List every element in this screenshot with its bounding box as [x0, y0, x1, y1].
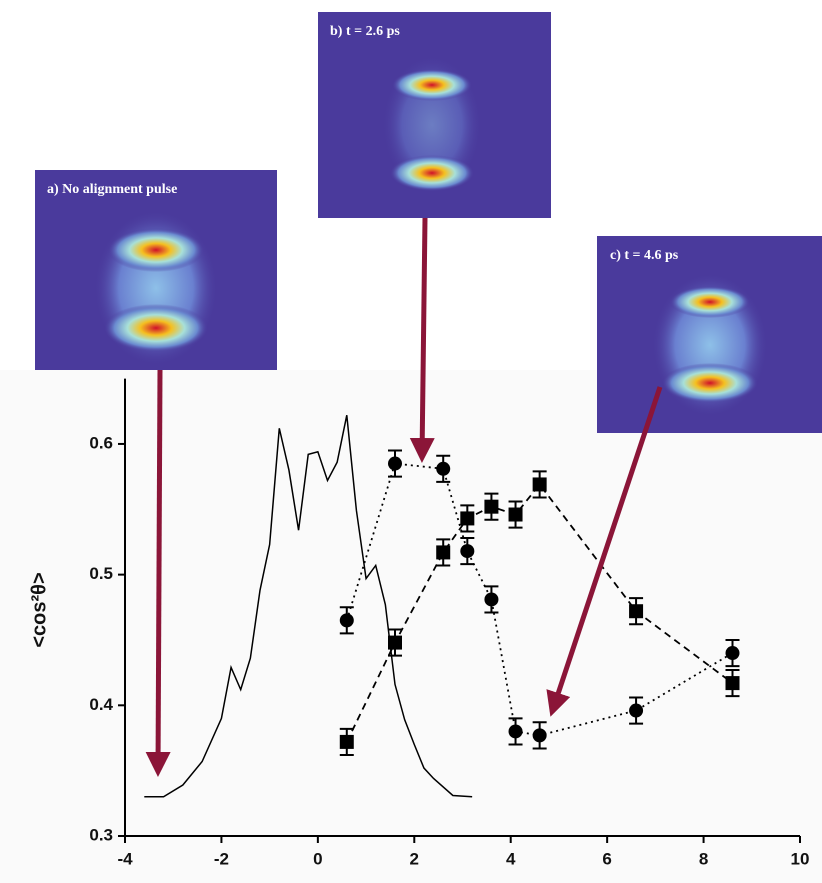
inset-label: c) t = 4.6 ps — [610, 248, 679, 263]
data-point — [388, 457, 402, 471]
data-point — [340, 735, 354, 749]
inset-b: b) t = 2.6 ps — [318, 12, 551, 218]
data-point — [726, 676, 740, 690]
arrow — [158, 370, 160, 772]
data-point — [533, 728, 547, 742]
data-point — [509, 508, 523, 522]
data-point — [484, 500, 498, 514]
x-tick-label: -4 — [117, 849, 133, 868]
y-tick-label: 0.6 — [89, 433, 113, 452]
x-tick-label: 2 — [410, 849, 419, 868]
data-point — [460, 544, 474, 558]
y-tick-label: 0.5 — [89, 564, 113, 583]
x-tick-label: 4 — [506, 849, 516, 868]
x-tick-label: 10 — [791, 849, 810, 868]
x-tick-label: -2 — [214, 849, 229, 868]
y-axis-label: <cos²θ> — [28, 572, 50, 647]
inset-a: a) No alignment pulse — [35, 170, 277, 370]
figure: 0.3 0.4 0.5 0.6 -4 -2 0 2 4 6 8 10 <cos²θ> a) No al… — [0, 0, 822, 883]
data-point — [629, 704, 643, 718]
data-point — [436, 545, 450, 559]
inset-c: c) t = 4.6 ps — [597, 236, 822, 433]
x-tick-label: 8 — [699, 849, 708, 868]
data-point — [484, 592, 498, 606]
y-tick-label: 0.3 — [89, 825, 113, 844]
data-point — [509, 724, 523, 738]
x-tick-label: 0 — [313, 849, 322, 868]
arrow — [422, 218, 425, 458]
data-point — [340, 613, 354, 627]
y-tick-label: 0.4 — [89, 695, 113, 714]
inset-label: a) No alignment pulse — [47, 182, 177, 197]
data-point — [436, 462, 450, 476]
data-point — [460, 511, 474, 525]
inset-label: b) t = 2.6 ps — [330, 24, 400, 39]
data-point — [726, 646, 740, 660]
plot-background — [0, 370, 822, 883]
x-tick-label: 6 — [602, 849, 611, 868]
data-point — [629, 604, 643, 618]
data-point — [533, 477, 547, 491]
